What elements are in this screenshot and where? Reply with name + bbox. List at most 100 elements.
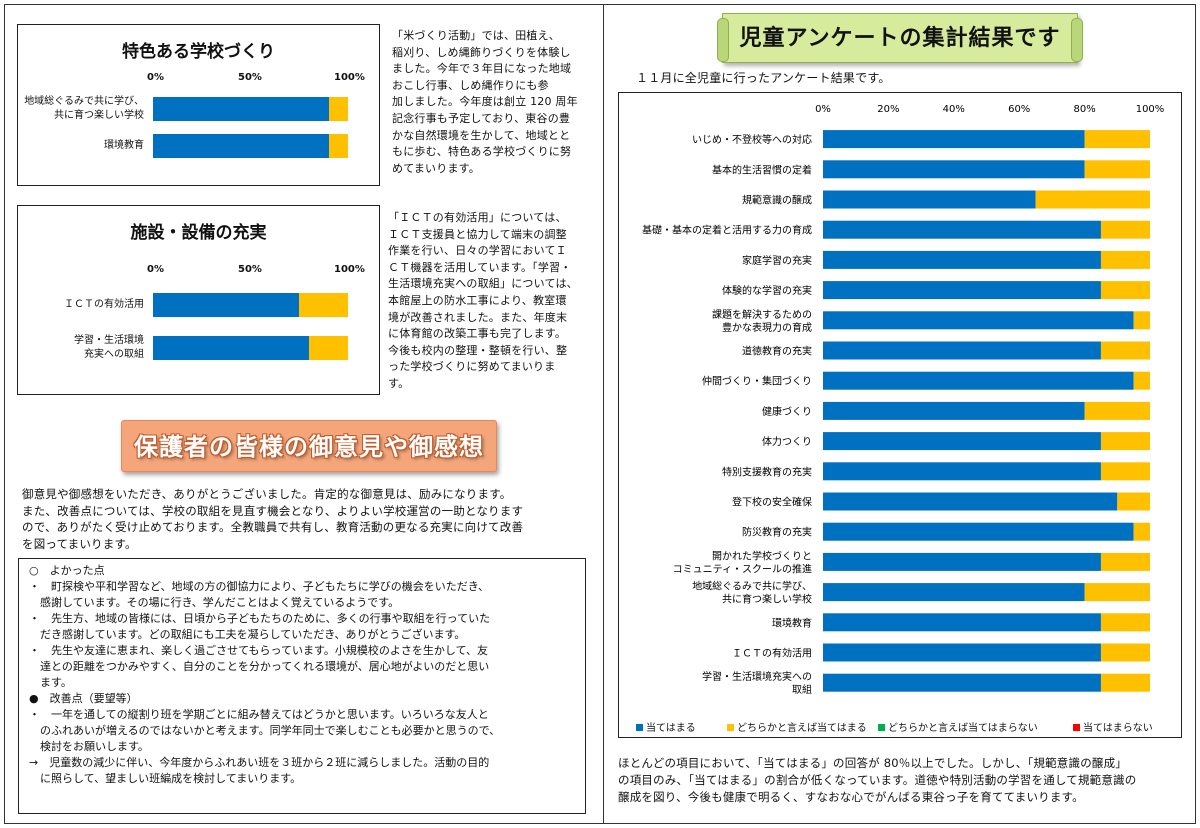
- bar-yellow: [328, 134, 348, 158]
- text-line: を図ってまいります。: [22, 536, 137, 551]
- survey-title: 児童アンケートの集計結果です: [739, 26, 1061, 51]
- feedback-line: ・ 先生方、地域の皆様には、日頃から子どもたちのために、多くの行事や取組を行って…: [29, 612, 491, 625]
- bar-segment: [823, 462, 1101, 481]
- text-line: ほとんどの項目において、「当てはまる」の回答が 80％以上でした。しかし、「規範…: [618, 756, 1127, 770]
- text-line: す。: [388, 376, 410, 390]
- bar-yellow: [309, 336, 348, 360]
- bar-yellow: [299, 293, 348, 317]
- bar-segment: [823, 522, 1134, 541]
- bar-segment: [1133, 311, 1150, 330]
- text-line: 生活環境充実への取組」については、: [388, 277, 578, 291]
- text-line: また、改善点については、学校の取組を見直す機会となり、よりよい学校運営の一助とな…: [22, 503, 524, 518]
- bar-segment: [1084, 583, 1150, 602]
- legend-swatch: [636, 724, 643, 731]
- label-line: 充実への取組: [84, 349, 144, 360]
- category-label: 規範意識の醸成: [742, 194, 812, 207]
- bar-segment: [1133, 371, 1150, 390]
- tick-label: 100%: [334, 72, 365, 83]
- text-line: 「ＩＣＴの有効活用」については、: [388, 211, 567, 224]
- text-line: もに歩む、特色ある学校づくりに努: [392, 145, 572, 159]
- bar-segment: [823, 281, 1101, 300]
- category-label: 基本的生活習慣の定着: [712, 163, 812, 176]
- x-tick-label: 100%: [1136, 104, 1165, 115]
- label-line: ＩＣＴの有効活用: [64, 299, 144, 310]
- text-line: 御意見や御感想をいただき、ありがとうございました。肯定的な御意見は、励みになりま…: [22, 487, 512, 501]
- x-tick-label: 0%: [815, 104, 831, 115]
- category-label: 学習・生活環境充実への: [702, 670, 812, 683]
- bar-segment: [1100, 250, 1150, 269]
- feedback-line: ・ 一年を通しての縦割り班を学期ごとに組み替えてはどうかと思います。いろいろな友…: [29, 708, 489, 721]
- tick-label: 0%: [147, 72, 164, 83]
- text-line: ので、ありがたく受け止めております。全教職員で共有し、教育活動の更なる充実に向け…: [22, 520, 524, 535]
- feedback-line: のふれあいが増えるのではないかと考えます。同学年同士で楽しむことも必要かと思うの…: [29, 724, 501, 737]
- bar-segment: [823, 432, 1101, 451]
- category-label: 開かれた学校づくりと: [712, 549, 812, 562]
- category-label: ＩＣＴの有効活用: [20, 298, 144, 312]
- category-label: 環境教育: [772, 616, 812, 629]
- feature-chart-box: 特色ある学校づくり 0% 50% 100% 地域総ぐるみで共に学び、 共に育つ楽…: [17, 24, 380, 186]
- bar-segment: [1084, 130, 1150, 149]
- bar-segment: [1084, 160, 1150, 179]
- category-label: 健康づくり: [762, 405, 812, 418]
- legend-swatch: [727, 724, 734, 731]
- bar-segment: [1100, 462, 1150, 481]
- survey-title-scroll: 児童アンケートの集計結果です: [717, 13, 1083, 63]
- category-label: 共に育つ楽しい学校: [722, 593, 812, 606]
- bar-segment: [823, 341, 1101, 360]
- feedback-line: 達との距離をつかみやすく、自分のことを分かってくれる環境が、居心地がよいのだと思…: [29, 660, 490, 673]
- text-line: 今後も校内の整理・整頓を行い、整: [388, 343, 568, 357]
- bar-segment: [1100, 613, 1150, 632]
- category-label: 道徳教育の充実: [742, 345, 812, 358]
- category-label: 基礎・基本の定着と活用する力の育成: [642, 224, 812, 237]
- bar-segment: [823, 673, 1101, 692]
- feedback-box: ○ よかった点・ 町探検や平和学習など、地域の方の御協力により、子どもたちに学び…: [18, 558, 586, 814]
- text-line: めてまいります。: [392, 161, 480, 175]
- bar-segment: [1035, 190, 1150, 209]
- bar-segment: [1100, 552, 1150, 571]
- category-label: 環境教育: [20, 139, 144, 153]
- bar-segment: [823, 552, 1101, 571]
- rice-activity-paragraph: 「米づくり活動」では、田植え、 稲刈り、しめ縄飾りづくりを体験し ました。今年で３年…: [392, 28, 597, 177]
- bar-segment: [823, 190, 1036, 209]
- bar-segment: [823, 401, 1085, 420]
- feedback-intro: 御意見や御感想をいただき、ありがとうございました。肯定的な御意見は、励みになりま…: [22, 486, 594, 552]
- legend-swatch: [878, 724, 885, 731]
- category-label: コミュニティ・スクールの推進: [673, 562, 812, 575]
- bar-segment: [1100, 432, 1150, 451]
- category-label: 体験的な学習の充実: [722, 284, 812, 297]
- legend-label: どちらかと言えば当てはまらない: [888, 723, 1038, 734]
- bar-segment: [823, 583, 1085, 602]
- legend-item: 当てはまる: [636, 719, 696, 734]
- bar-segment: [1133, 522, 1150, 541]
- feedback-line: 感謝しています。その場に行き、学んだことはよく覚えているようです。: [29, 596, 400, 609]
- bar-segment: [1084, 401, 1150, 420]
- label-line: 共に育つ楽しい学校: [54, 110, 144, 121]
- bar-segment: [823, 371, 1134, 390]
- survey-chart-box: [618, 92, 1182, 738]
- legend-label: 当てはまる: [646, 723, 696, 734]
- text-line: 作業を行い、日々の学習においてＩ: [388, 244, 567, 258]
- text-line: 稲刈り、しめ縄飾りづくりを体験し: [392, 45, 571, 59]
- legend-item: どちらかと言えば当てはまる: [727, 719, 867, 734]
- tick-label: 0%: [147, 264, 164, 275]
- banner-text: 保護者の皆様の御意見や御感想: [134, 433, 484, 461]
- label-line: 地域総ぐるみで共に学び、: [24, 96, 144, 107]
- label-line: 環境教育: [104, 140, 144, 151]
- text-line: ＩＣＴ支援員と協力して端末の調整: [388, 227, 567, 241]
- legend-swatch: [1073, 724, 1080, 731]
- feedback-line: だき感謝しています。どの取組にも工夫を凝らしていただき、ありがとうございます。: [29, 628, 466, 641]
- text-line: った学校づくりに努めてまいりま: [388, 360, 556, 374]
- category-label: 特別支援教育の充実: [722, 465, 812, 478]
- bar-blue: [153, 293, 300, 317]
- bar-segment: [1100, 673, 1150, 692]
- ict-paragraph: 「ＩＣＴの有効活用」については、 ＩＣＴ支援員と協力して端末の調整 作業を行い、日々…: [388, 210, 598, 393]
- text-line: 「米づくり活動」では、田植え、: [392, 29, 560, 42]
- tick-label: 100%: [334, 264, 365, 275]
- bar-blue: [153, 97, 329, 121]
- tick-label: 50%: [238, 72, 262, 83]
- category-label: 学習・生活環境 充実への取組: [20, 334, 144, 362]
- category-label: 登下校の安全確保: [732, 496, 812, 509]
- category-label: 豊かな表現力の育成: [722, 321, 812, 334]
- bar-blue: [153, 134, 329, 158]
